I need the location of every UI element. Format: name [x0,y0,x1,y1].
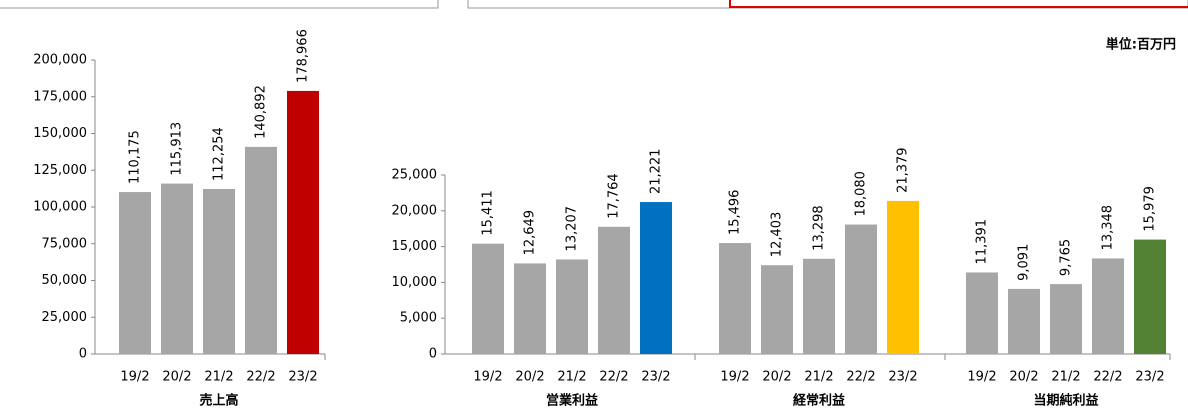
y-tick-label: 50,000 [42,273,88,288]
y-tick-label: 20,000 [392,203,438,218]
x-tick-label: 20/2 [515,370,544,385]
value-label: 15,411 [481,190,496,236]
y-tick-label: 75,000 [42,236,88,251]
value-label: 15,496 [728,190,743,236]
bar [887,200,919,354]
bar [845,224,877,354]
x-tick-label: 20/2 [1009,370,1038,385]
bar [761,265,793,354]
value-label: 13,298 [812,205,827,251]
x-tick-label: 23/2 [641,370,670,385]
bar [245,146,277,354]
value-label: 13,207 [565,206,580,252]
bar [203,188,235,354]
value-label: 12,403 [770,212,785,258]
x-tick-label: 21/2 [1051,370,1080,385]
x-tick-label: 20/2 [762,370,791,385]
y-tick-label: 0 [429,347,437,362]
x-tick-label: 22/2 [1093,370,1122,385]
x-tick-label: 19/2 [473,370,502,385]
value-label: 140,892 [254,85,269,139]
bar [161,183,193,354]
y-tick-label: 25,000 [42,310,88,325]
bar [598,226,630,354]
value-label: 178,966 [296,29,311,83]
x-tick-label: 19/2 [120,370,149,385]
x-axis-label: 営業利益 [546,393,598,409]
bar [1008,288,1040,354]
y-tick-label: 150,000 [33,126,87,141]
bar [287,90,319,354]
x-tick-label: 21/2 [804,370,833,385]
x-axis-label: 当期純利益 [1033,393,1098,409]
value-label: 9,091 [1017,244,1032,281]
bar [1050,284,1082,354]
bar [556,259,588,354]
y-tick-label: 5,000 [400,311,437,326]
x-tick-label: 23/2 [288,370,317,385]
value-label: 9,765 [1059,239,1074,276]
x-tick-label: 20/2 [162,370,191,385]
unit-note: 単位:百万円 [1106,37,1176,53]
value-label: 21,221 [649,149,664,195]
value-label: 15,979 [1143,186,1158,232]
x-tick-label: 22/2 [246,370,275,385]
value-label: 11,391 [975,219,990,265]
value-label: 17,764 [607,173,622,219]
value-label: 112,254 [212,127,227,181]
y-tick-label: 25,000 [392,168,438,183]
y-tick-label: 100,000 [33,200,87,215]
cropped-table [0,0,1188,9]
x-axis-label: 売上高 [199,393,238,409]
y-tick-label: 125,000 [33,163,87,178]
y-tick-label: 0 [79,347,87,362]
x-tick-label: 22/2 [846,370,875,385]
value-label: 18,080 [854,171,869,217]
y-tick-label: 15,000 [392,239,438,254]
value-label: 13,348 [1101,205,1116,251]
bar [719,243,751,354]
value-label: 21,379 [896,147,911,193]
x-tick-label: 19/2 [720,370,749,385]
x-tick-label: 22/2 [599,370,628,385]
bar [514,263,546,354]
value-label: 12,649 [523,210,538,256]
x-tick-label: 21/2 [204,370,233,385]
x-axis-label: 経常利益 [793,393,845,409]
bar [1092,258,1124,354]
bar [472,243,504,354]
value-label: 115,913 [170,122,185,176]
x-tick-label: 21/2 [557,370,586,385]
bar [640,202,672,354]
y-tick-label: 10,000 [392,275,438,290]
bar [803,258,835,354]
y-tick-label: 175,000 [33,89,87,104]
x-tick-label: 19/2 [967,370,996,385]
y-tick-label: 200,000 [33,53,87,68]
value-label: 110,175 [128,130,143,184]
x-tick-label: 23/2 [888,370,917,385]
bar [966,272,998,354]
bar [119,192,151,354]
x-tick-label: 23/2 [1135,370,1164,385]
table-row [0,0,439,9]
bar [1134,239,1166,354]
highlight-box [729,0,1188,8]
